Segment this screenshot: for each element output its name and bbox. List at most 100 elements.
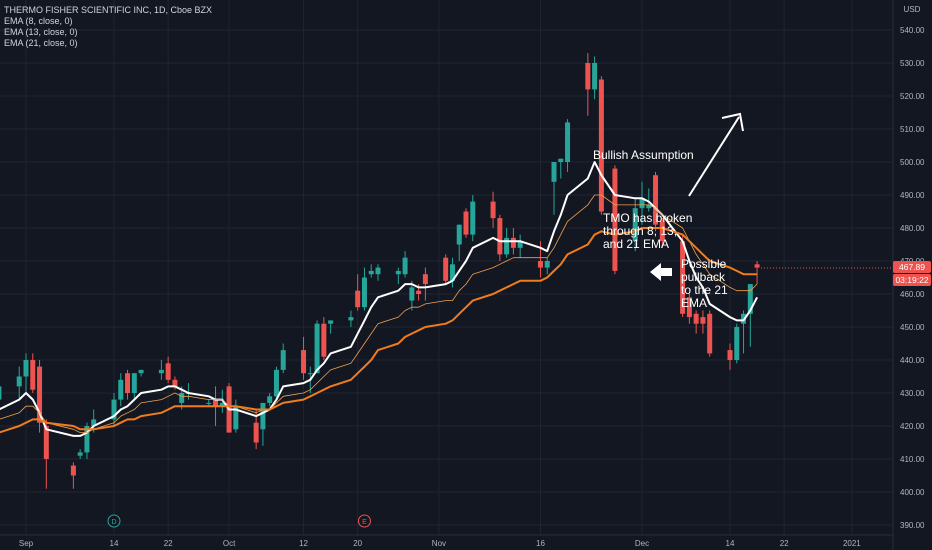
candle[interactable] [328,320,334,334]
candle[interactable] [206,399,212,407]
legend-ema8[interactable]: EMA (8, close, 0) [4,16,73,26]
candle[interactable] [23,353,29,393]
candle-body [470,201,476,235]
candle[interactable] [463,208,469,238]
candle[interactable] [301,336,307,380]
candle[interactable] [551,162,557,215]
candle[interactable] [0,377,2,413]
ema-8-line[interactable] [0,161,758,437]
candle[interactable] [612,165,618,275]
candle-body [754,264,760,268]
candle[interactable] [504,228,510,258]
candle[interactable] [734,323,740,364]
candle[interactable] [659,218,665,248]
candle[interactable] [348,310,354,328]
earnings-marker[interactable]: E [357,514,371,528]
candle[interactable] [395,267,401,285]
candle[interactable] [402,251,408,278]
candle[interactable] [565,119,571,172]
candle-body [307,373,313,375]
candle[interactable] [754,261,760,285]
svg-text:E: E [362,519,367,526]
candle[interactable] [355,274,361,311]
candle[interactable] [456,224,462,261]
candle[interactable] [639,181,645,225]
candle[interactable] [125,369,131,400]
candle-body [395,270,401,275]
ema-21-line[interactable] [0,227,758,436]
candle[interactable] [747,284,753,347]
candle[interactable] [375,264,381,281]
candle-body [158,369,164,374]
candle[interactable] [558,158,564,179]
x-tick-label: 20 [353,539,362,548]
candle-body [0,386,2,400]
candle[interactable] [700,310,706,334]
candle-body [77,452,83,456]
candle-body [348,317,354,321]
candle[interactable] [693,310,699,334]
candle[interactable] [314,320,320,374]
candle[interactable] [158,360,164,380]
candle-body [646,204,652,209]
candle[interactable] [131,373,137,400]
candle-body [592,63,598,90]
y-tick-label: 450.00 [900,323,925,332]
y-tick-label: 420.00 [900,422,925,431]
candle[interactable] [490,191,496,228]
candle[interactable] [653,171,659,232]
ema-13-line[interactable] [0,194,758,434]
candle[interactable] [321,317,327,360]
candle[interactable] [585,53,591,116]
candle[interactable] [37,360,43,433]
candle[interactable] [43,419,49,489]
y-tick-label: 390.00 [900,521,925,530]
candle[interactable] [77,449,83,459]
x-tick-label: 2021 [843,539,861,548]
candle[interactable] [517,234,523,258]
candle[interactable] [70,462,76,489]
candle[interactable] [598,76,604,215]
candle[interactable] [409,280,415,311]
x-tick-label: 22 [164,539,173,548]
candle[interactable] [138,369,144,377]
candle-body [314,323,320,374]
candle[interactable] [422,267,428,301]
candle[interactable] [368,264,374,278]
annotation-pullback-line4: EMA [681,296,707,310]
candle-body [131,373,137,393]
candle[interactable] [118,373,124,407]
candle[interactable] [267,393,273,407]
candle[interactable] [443,254,449,285]
candle[interactable] [592,56,598,100]
candle[interactable] [632,198,638,252]
candle[interactable] [16,366,22,400]
candle[interactable] [470,195,476,242]
candle[interactable] [165,356,171,384]
candle[interactable] [111,393,117,426]
candle[interactable] [273,366,279,400]
candle[interactable] [707,310,713,357]
candle[interactable] [727,343,733,370]
candle-body [355,290,361,308]
y-tick-label: 500.00 [900,158,925,167]
candle[interactable] [30,353,36,393]
candle-body [693,313,699,324]
candle[interactable] [233,399,239,433]
candle[interactable] [361,267,367,311]
candle[interactable] [449,257,455,288]
legend-ema21[interactable]: EMA (21, close, 0) [4,38,78,48]
candle-body [443,257,449,281]
candle[interactable] [280,343,286,374]
dividend-marker[interactable]: D [107,514,121,528]
legend-ema13[interactable]: EMA (13, close, 0) [4,27,78,37]
candle-body [517,241,523,248]
candle-body [734,327,740,360]
candle[interactable] [497,214,503,261]
candle[interactable] [646,188,652,212]
candle-body [118,379,124,400]
candle[interactable] [544,257,550,275]
candle[interactable] [686,294,692,324]
candle[interactable] [680,234,686,318]
